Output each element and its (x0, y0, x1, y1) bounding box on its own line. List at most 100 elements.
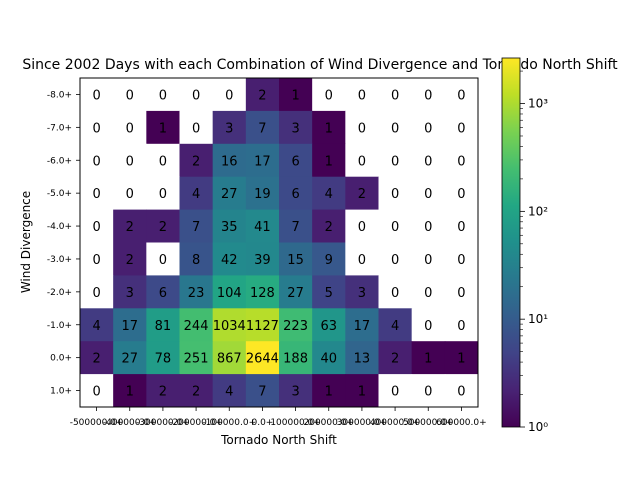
cell-value-label: 63 (320, 319, 337, 334)
heatmap-cell (146, 341, 180, 375)
cell-value-label: 0 (358, 154, 366, 169)
cell-value-label: 27 (287, 286, 304, 301)
cell-value-label: 7 (258, 385, 266, 400)
cell-value-label: 0 (126, 187, 134, 202)
cell-value-label: 7 (192, 220, 200, 235)
cell-value-label: 3 (225, 121, 233, 136)
heatmap-cell (80, 341, 114, 375)
cell-value-label: 5 (325, 286, 333, 301)
x-tick-label: -400000.0+ (103, 418, 157, 428)
heatmap-cell (146, 176, 180, 211)
cell-value-label: 0 (457, 319, 465, 334)
heatmap-cell (444, 275, 479, 309)
cell-value-label: 2 (391, 352, 399, 367)
heatmap-cell (345, 275, 379, 309)
cell-value-label: 8 (192, 253, 200, 268)
heatmap-cell (411, 341, 446, 375)
heatmap-cell (113, 242, 147, 276)
heatmap-cell (179, 341, 214, 375)
x-tick-label: -100000.0+ (202, 418, 256, 428)
x-tick-label: 300000.0+ (337, 418, 387, 428)
heatmap-cell (312, 110, 346, 145)
heatmap-cell-labels: 0 0 0 0 0 2 1 0 0 0 0 00 0 1 0 3 7 3 1 0 0 0 00 0 0 2 16 17 6 1 0 0 0 00 0… (92, 88, 465, 399)
x-tick-label: 200000.0+ (304, 418, 354, 428)
heatmap-cell (212, 78, 247, 112)
heatmap-cell (212, 110, 247, 145)
y-tick-label: 1.0+ (50, 387, 72, 397)
cell-value-label: 27 (221, 187, 238, 202)
cell-value-label: 2 (126, 253, 134, 268)
cell-value-label: 0 (391, 385, 399, 400)
cell-value-label: 1034 (213, 319, 246, 334)
heatmap-cell (378, 242, 413, 276)
heatmap-cell (345, 308, 379, 342)
cell-value-label: 78 (155, 352, 172, 367)
heatmap-cell (345, 374, 379, 408)
cell-value-label: 2644 (246, 352, 279, 367)
y-tick-label: 0.0+ (50, 354, 72, 364)
cell-value-label: 6 (291, 154, 299, 169)
heatmap-cell (411, 308, 446, 342)
cell-value-label: 0 (92, 154, 100, 169)
cell-value-label: 0 (424, 286, 432, 301)
cell-value-label: 0 (92, 220, 100, 235)
heatmap-cell (80, 308, 114, 342)
cell-value-label: 13 (354, 352, 371, 367)
cell-value-label: 0 (92, 121, 100, 136)
heatmap-cell (212, 308, 247, 342)
heatmap-cell (179, 176, 214, 211)
heatmap-cell (411, 78, 446, 112)
cell-value-label: 0 (92, 253, 100, 268)
heatmap-cell (146, 78, 180, 112)
cell-value-label: 4 (325, 187, 333, 202)
heatmap-cell (212, 341, 247, 375)
heatmap-cell (444, 308, 479, 342)
cell-value-label: 0 (391, 220, 399, 235)
heatmap-cell (378, 176, 413, 211)
heatmap-cell (312, 78, 346, 112)
heatmap-cell (80, 275, 114, 309)
cell-value-label: 4 (225, 385, 233, 400)
heatmap-cell (378, 110, 413, 145)
heatmap-cell (80, 176, 114, 211)
cell-value-label: 2 (192, 154, 200, 169)
cell-value-label: 0 (159, 187, 167, 202)
heatmap-cell (80, 110, 114, 145)
heatmap-cell (411, 176, 446, 211)
heatmap-cell (179, 275, 214, 309)
cell-value-label: 3 (291, 121, 299, 136)
heatmap-cell (279, 209, 313, 243)
heatmap-cell (245, 308, 280, 342)
heatmap-cell (378, 275, 413, 309)
heatmap-cell (245, 242, 280, 276)
heatmap-cell (279, 374, 313, 408)
heatmap-cell (113, 110, 147, 145)
heatmap-cell (444, 374, 479, 408)
cell-value-label: 0 (457, 253, 465, 268)
cell-value-label: 0 (424, 319, 432, 334)
x-tick-label: 0.0+ (251, 418, 273, 428)
y-tick-label: -2.0+ (47, 288, 72, 298)
heatmap-cell (146, 308, 180, 342)
cell-value-label: 0 (325, 88, 333, 103)
heatmap-cell (80, 143, 114, 178)
heatmap-cell (113, 308, 147, 342)
heatmap-cell (279, 143, 313, 178)
cell-value-label: 23 (188, 286, 205, 301)
cell-value-label: 0 (424, 385, 432, 400)
heatmap-cell (146, 242, 180, 276)
x-tick-label: 400000.0+ (370, 418, 420, 428)
heatmap-cell (279, 78, 313, 112)
heatmap-cell (146, 209, 180, 243)
cell-value-label: 1 (291, 88, 299, 103)
cell-value-label: 0 (358, 88, 366, 103)
heatmap-cell (378, 341, 413, 375)
chart-title: Since 2002 Days with each Combination of… (22, 57, 618, 73)
heatmap-cell (312, 242, 346, 276)
cell-value-label: 0 (126, 154, 134, 169)
cell-value-label: 0 (92, 385, 100, 400)
heatmap-cell (113, 209, 147, 243)
cell-value-label: 0 (225, 88, 233, 103)
heatmap-cell (312, 176, 346, 211)
heatmap-cell (411, 209, 446, 243)
